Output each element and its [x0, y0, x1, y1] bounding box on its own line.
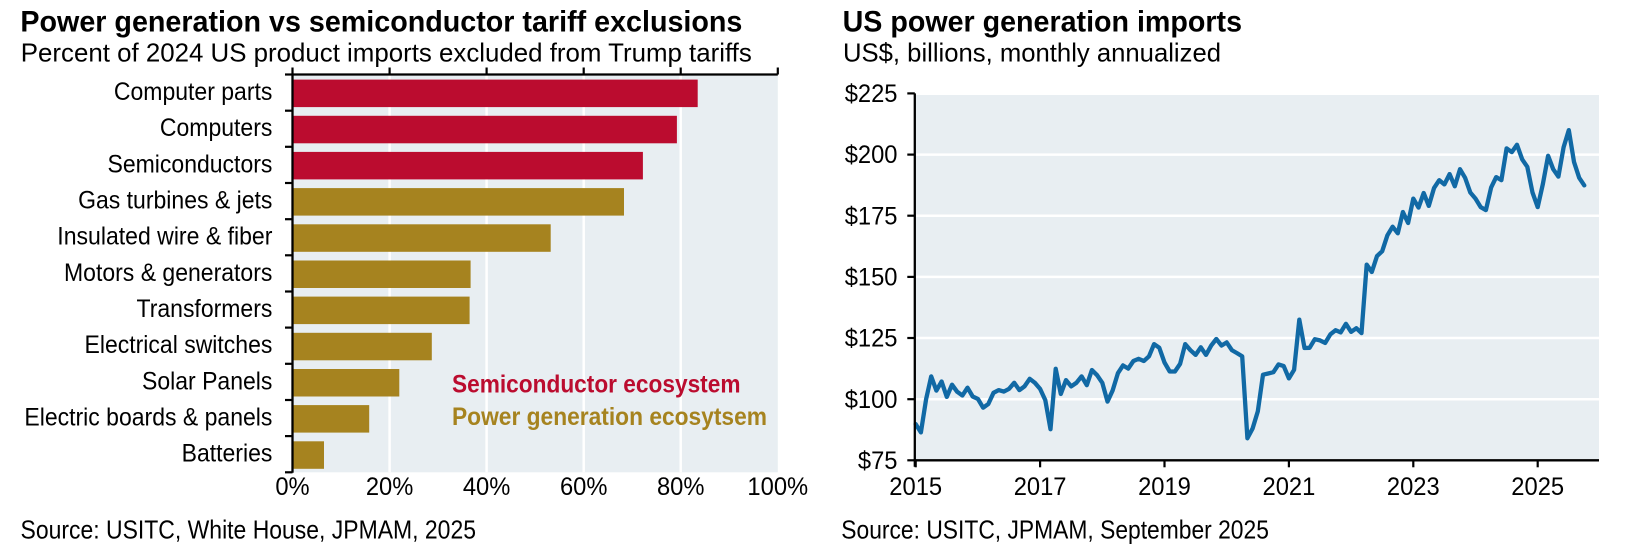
- svg-text:$175: $175: [845, 202, 898, 230]
- svg-text:Transformers: Transformers: [137, 295, 273, 323]
- svg-text:Source: USITC, JPMAM, Septembe: Source: USITC, JPMAM, September 2025: [841, 514, 1269, 544]
- svg-text:$200: $200: [845, 141, 898, 169]
- svg-text:40%: 40%: [463, 473, 511, 501]
- svg-text:$225: $225: [845, 80, 898, 108]
- svg-text:2023: 2023: [1387, 473, 1440, 501]
- svg-text:2025: 2025: [1511, 473, 1564, 501]
- svg-text:Batteries: Batteries: [182, 440, 273, 468]
- svg-text:Computers: Computers: [160, 114, 273, 142]
- svg-text:$100: $100: [845, 386, 898, 414]
- svg-text:2021: 2021: [1263, 473, 1316, 501]
- svg-text:Solar Panels: Solar Panels: [142, 367, 272, 395]
- svg-text:Semiconductors: Semiconductors: [108, 150, 273, 178]
- svg-text:Semiconductor ecosystem: Semiconductor ecosystem: [452, 371, 741, 399]
- svg-text:US power generation imports: US power generation imports: [843, 6, 1242, 39]
- svg-text:0%: 0%: [275, 473, 309, 501]
- svg-text:Electrical switches: Electrical switches: [85, 331, 273, 359]
- svg-text:Electric boards & panels: Electric boards & panels: [24, 404, 272, 432]
- svg-text:$125: $125: [845, 325, 898, 353]
- svg-text:20%: 20%: [366, 473, 414, 501]
- svg-text:Computer parts: Computer parts: [114, 78, 273, 106]
- svg-text:2015: 2015: [889, 473, 942, 501]
- svg-text:Insulated wire & fiber: Insulated wire & fiber: [57, 223, 272, 251]
- svg-text:Power generation vs semiconduc: Power generation vs semiconductor tariff…: [20, 6, 742, 39]
- svg-text:US$, billions, monthly annuali: US$, billions, monthly annualized: [843, 37, 1221, 67]
- svg-text:$150: $150: [845, 264, 898, 292]
- svg-text:2017: 2017: [1014, 473, 1067, 501]
- svg-text:Source: USITC, White House, JP: Source: USITC, White House, JPMAM, 2025: [21, 514, 477, 544]
- svg-text:Power generation ecosytsem: Power generation ecosytsem: [452, 403, 767, 431]
- svg-text:80%: 80%: [657, 473, 705, 501]
- svg-text:Motors & generators: Motors & generators: [64, 259, 272, 287]
- svg-text:Percent of 2024 US product imp: Percent of 2024 US product imports exclu…: [21, 37, 752, 67]
- svg-text:100%: 100%: [747, 473, 808, 501]
- svg-text:$75: $75: [858, 447, 898, 475]
- svg-text:60%: 60%: [560, 473, 608, 501]
- svg-text:Gas turbines & jets: Gas turbines & jets: [78, 187, 272, 215]
- svg-text:2019: 2019: [1138, 473, 1191, 501]
